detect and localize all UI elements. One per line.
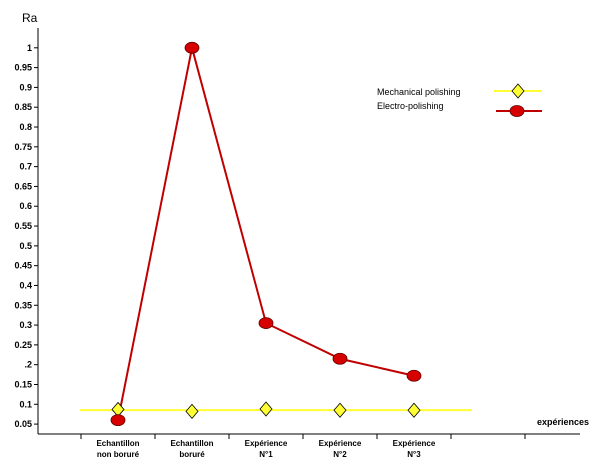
point-mechanical-polishing xyxy=(407,402,421,418)
y-tick-label: 0.6 xyxy=(19,201,32,211)
y-tick-label: 0.65 xyxy=(14,181,32,191)
y-tick-label: .2 xyxy=(24,360,32,370)
y-ticks: 0.05 0.1 0.15 .2 0.25 0.3 0.35 0.4 0.45 0.5 0.55 0.… xyxy=(14,43,38,429)
legend-label-electro-polishing: Electro-polishing xyxy=(377,101,444,111)
axes: Ra expériences xyxy=(22,11,589,435)
y-tick-label: 0.75 xyxy=(14,142,32,152)
x-category-label: Expérience N°3 xyxy=(393,439,436,459)
point-electro-polishing xyxy=(332,352,348,365)
y-tick-label: 0.95 xyxy=(14,63,32,73)
point-electro-polishing xyxy=(406,369,422,382)
point-mechanical-polishing xyxy=(259,401,273,417)
y-tick-label: 0.3 xyxy=(19,320,32,330)
series-line-electro-polishing xyxy=(117,47,415,421)
y-tick-label: 0.35 xyxy=(14,300,32,310)
x-categories: Echantillon non boruré Echantillon boruré Ex… xyxy=(80,434,526,459)
point-electro-polishing xyxy=(258,317,274,329)
y-axis-title: Ra xyxy=(22,11,38,25)
y-tick-label: 0.25 xyxy=(14,340,32,350)
legend-marker-mechanical-polishing xyxy=(511,83,525,99)
point-mechanical-polishing xyxy=(333,402,347,418)
x-axis-title: expériences xyxy=(537,417,589,427)
y-tick-label: 0.05 xyxy=(14,419,32,429)
y-tick-label: 0.55 xyxy=(14,221,32,231)
y-tick-label: 0.85 xyxy=(14,102,32,112)
series xyxy=(80,41,472,427)
x-category-label: Echantillon non boruré xyxy=(96,439,139,459)
point-mechanical-polishing xyxy=(185,403,199,420)
y-tick-label: 0.8 xyxy=(19,122,32,132)
x-category-label: Echantillon boruré xyxy=(170,439,213,459)
point-electro-polishing xyxy=(110,414,126,427)
y-tick-label: 0.1 xyxy=(19,399,32,409)
y-tick-label: 1 xyxy=(27,43,32,53)
x-category-label: Expérience N°1 xyxy=(245,439,288,459)
y-tick-label: 0.7 xyxy=(19,162,32,172)
y-tick-label: 0.9 xyxy=(19,82,32,92)
point-electro-polishing xyxy=(184,41,200,54)
y-tick-label: 0.15 xyxy=(14,379,32,389)
y-tick-label: 0.5 xyxy=(19,241,32,251)
y-tick-label: 0.4 xyxy=(19,280,32,290)
legend-label-mechanical-polishing: Mechanical polishing xyxy=(377,87,461,97)
legend: Mechanical polishing Electro-polishing xyxy=(377,83,542,117)
y-tick-label: 0.45 xyxy=(14,261,32,271)
x-category-label: Expérience N°2 xyxy=(319,439,362,459)
legend-marker-electro-polishing xyxy=(509,105,525,117)
